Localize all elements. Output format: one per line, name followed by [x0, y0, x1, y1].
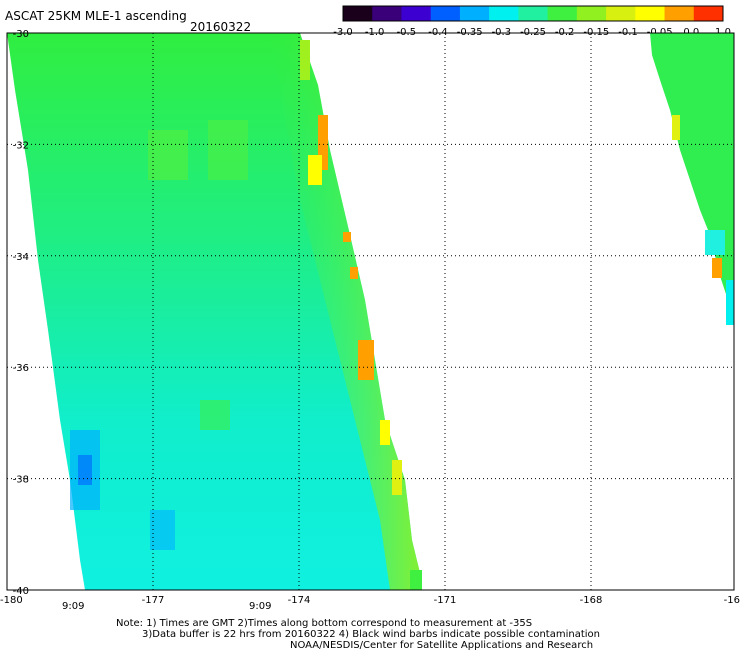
colorbar-swatch: [664, 6, 695, 21]
colorbar-swatch: [343, 6, 373, 21]
footer-note-line1: Note: 1) Times are GMT 2)Times along bot…: [116, 618, 532, 629]
latitude-label: -34: [13, 252, 29, 263]
map-title: ASCAT 25KM MLE-1 ascending: [5, 9, 187, 23]
pass-time-label-1: 9:09: [62, 601, 84, 612]
colorbar-swatch: [693, 6, 724, 21]
colorbar-swatch: [635, 6, 666, 21]
footer-credit: NOAA/NESDIS/Center for Satellite Applica…: [290, 640, 593, 650]
colorbar-swatch: [489, 6, 519, 21]
plot-frame: [6, 32, 735, 591]
latitude-labels: -30 -32 -34 -36 -38 -40: [13, 29, 29, 597]
data-swaths: [7, 33, 734, 590]
latitude-label: -38: [13, 475, 29, 486]
graticule: [7, 33, 734, 590]
longitude-label: -16: [724, 595, 740, 606]
longitude-labels: -180 -177 -174 -171 -168 -16: [0, 595, 740, 606]
latitude-label: -40: [13, 586, 29, 597]
colorbar-swatch: [372, 6, 402, 21]
pass-time-label-2: 9:09: [249, 601, 271, 612]
colorbar-swatch: [430, 6, 461, 21]
latitude-label: -30: [13, 29, 29, 40]
colorbar-swatch: [576, 6, 607, 21]
latitude-label: -32: [13, 140, 29, 151]
swath-west-edge: [270, 33, 420, 590]
colorbar-swatch: [401, 6, 432, 21]
colorbar-frame: [342, 5, 724, 22]
colorbar-swatch: [606, 6, 636, 21]
colorbar-swatch: [547, 6, 578, 21]
longitude-label: -171: [434, 595, 457, 606]
longitude-label: -177: [142, 595, 165, 606]
footer-note-line2: 3)Data buffer is 22 hrs from 20160322 4)…: [142, 629, 600, 640]
colorbar-swatch: [518, 6, 549, 21]
swath-east: [650, 33, 734, 325]
longitude-label: -174: [288, 595, 311, 606]
colorbar: [342, 5, 724, 22]
latitude-label: -36: [13, 363, 29, 374]
longitude-label: -180: [0, 595, 23, 606]
map-date: 20160322: [190, 20, 251, 34]
colorbar-swatch: [459, 6, 490, 21]
longitude-label: -168: [580, 595, 603, 606]
